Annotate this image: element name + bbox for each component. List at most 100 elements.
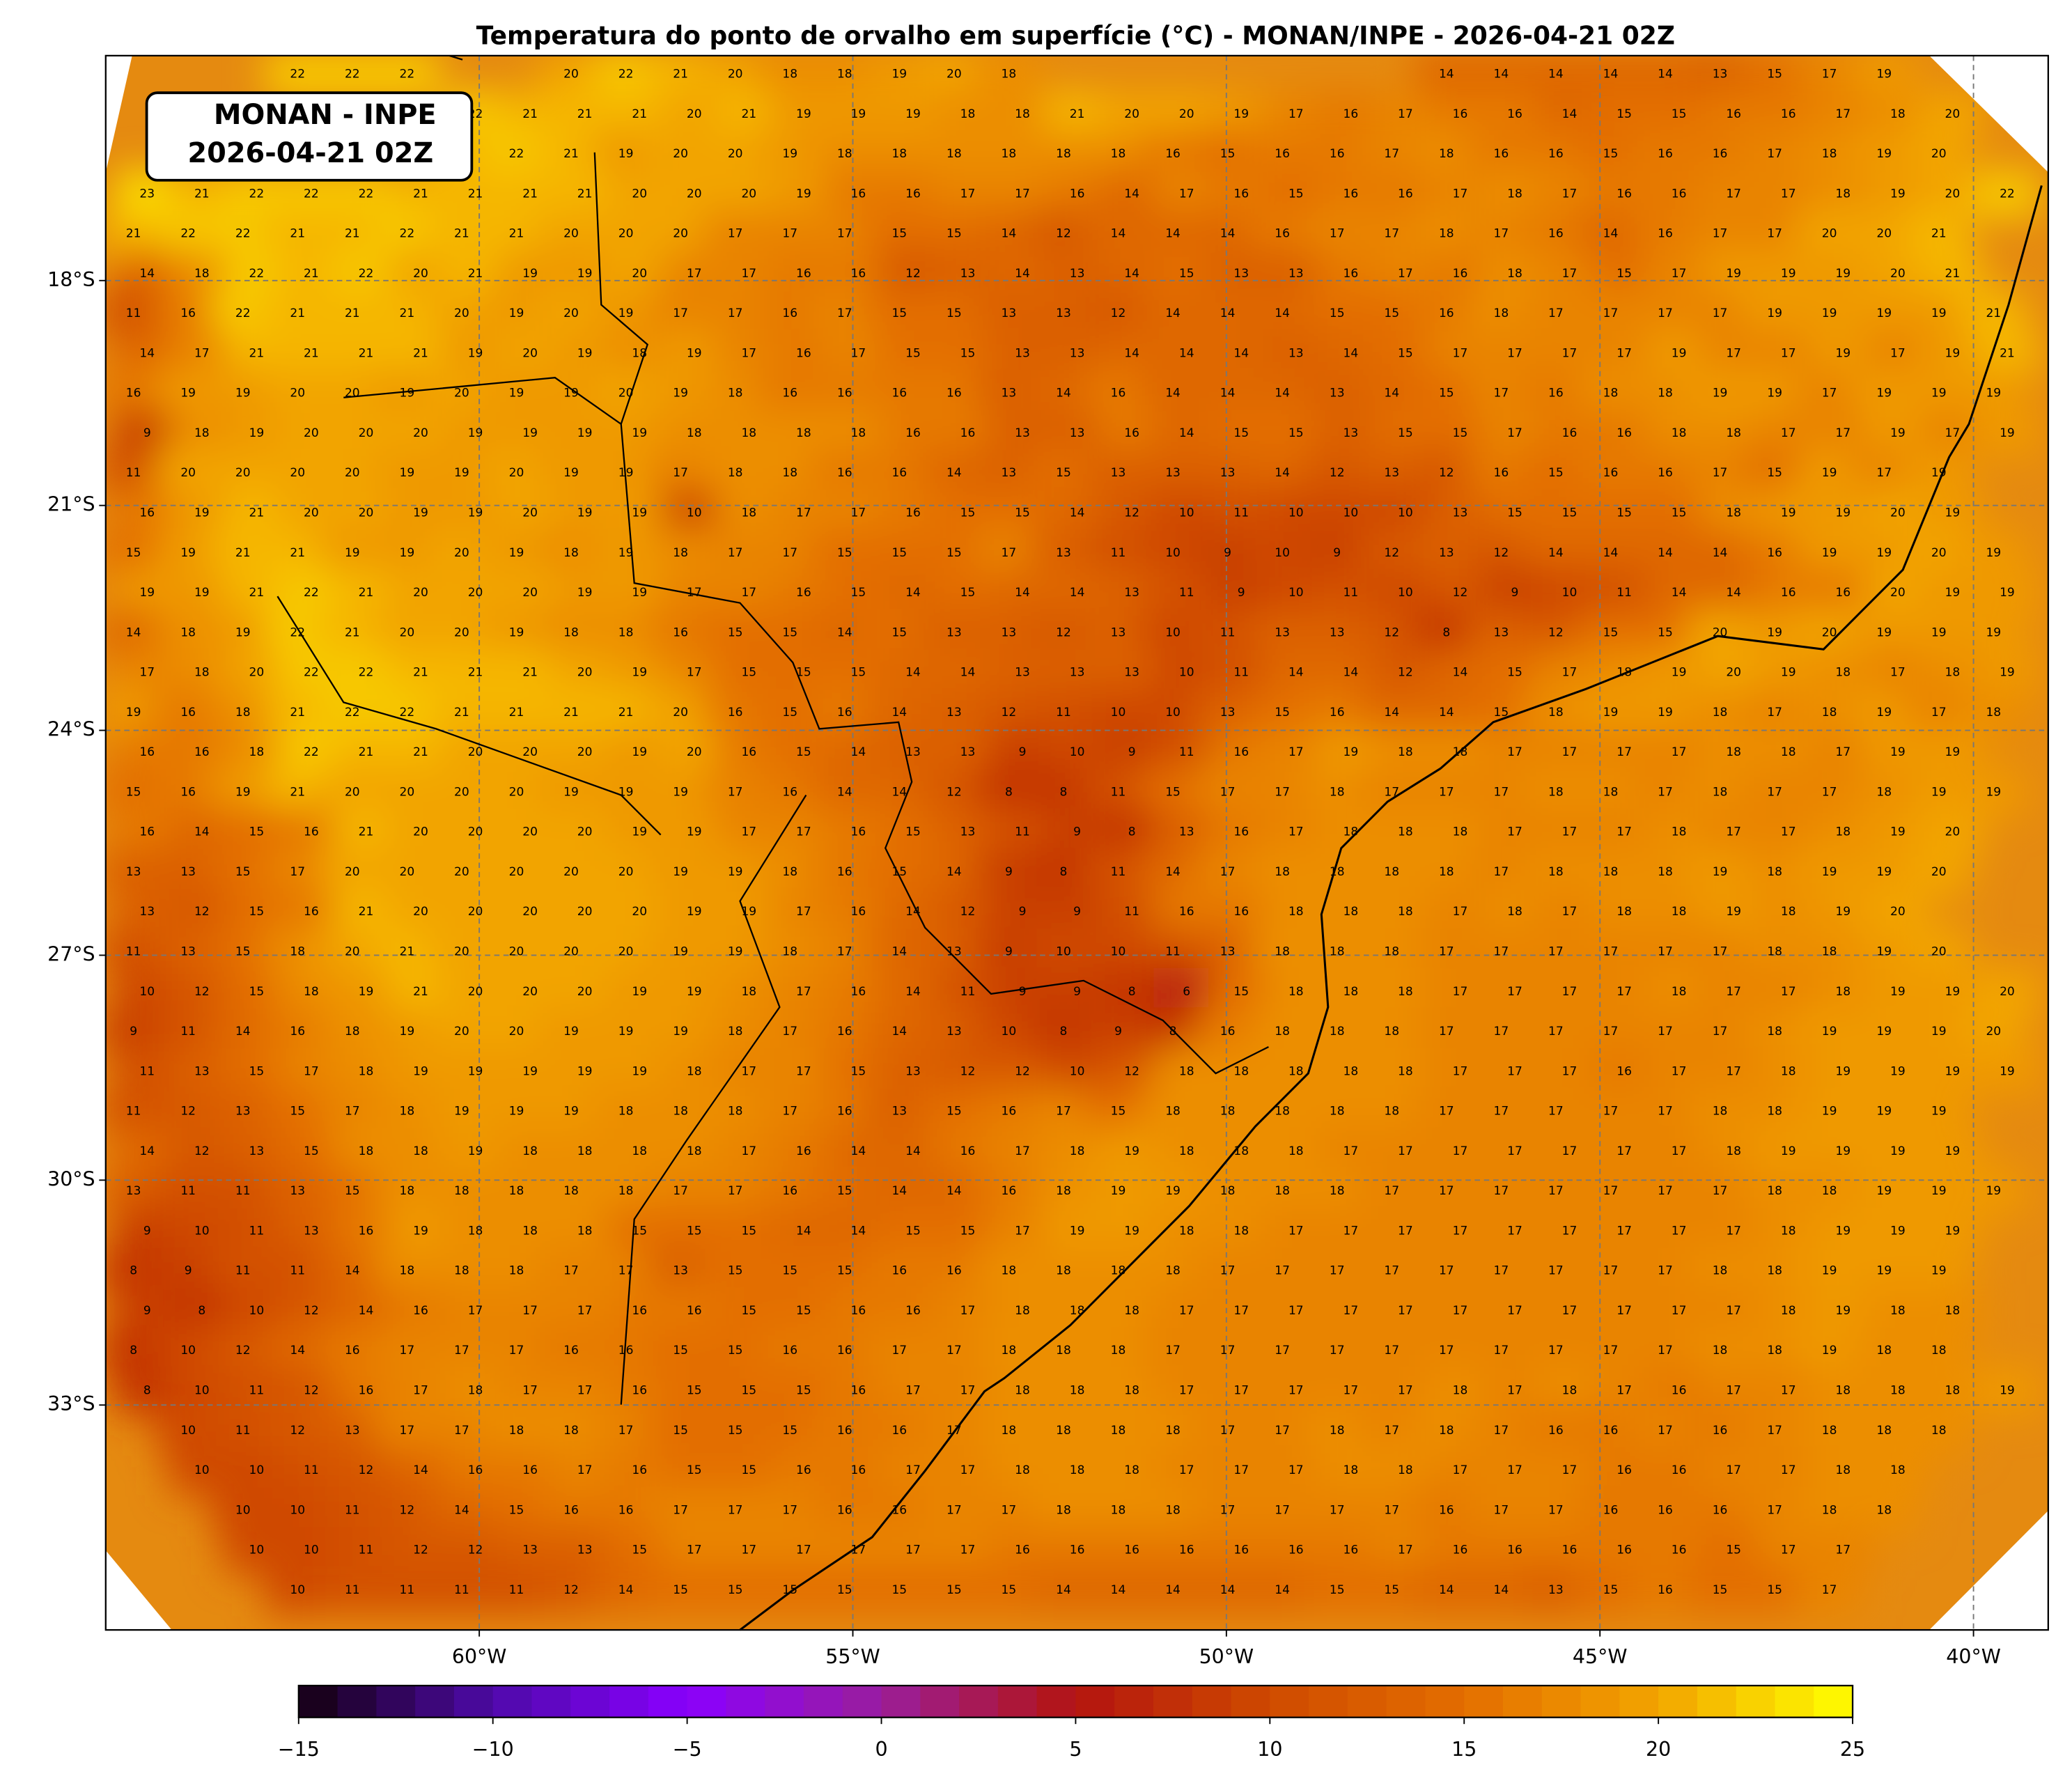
value-label: 18 <box>345 1025 360 1039</box>
value-label: 20 <box>290 466 305 480</box>
field-cell <box>1687 688 1753 737</box>
value-label: 9 <box>1224 546 1231 560</box>
colorbar-band <box>1619 1686 1660 1718</box>
value-label: 18 <box>1398 825 1413 839</box>
value-label: 21 <box>454 706 469 720</box>
value-label: 17 <box>905 1543 921 1557</box>
value-label: 15 <box>509 1503 524 1517</box>
value-label: 21 <box>673 68 688 81</box>
value-label: 18 <box>687 426 702 440</box>
colorbar: −15 −10 −5 0 5 10 15 20 25 <box>278 1684 1865 1761</box>
value-label: 14 <box>345 1264 360 1278</box>
value-label: 13 <box>960 745 976 759</box>
value-label: 12 <box>1398 666 1413 680</box>
value-label: 17 <box>1439 785 1454 799</box>
value-label: 13 <box>947 706 962 720</box>
value-label: 19 <box>632 825 647 839</box>
value-label: 16 <box>1275 227 1290 241</box>
value-label: 19 <box>509 306 524 320</box>
value-label: 16 <box>1070 187 1085 201</box>
value-label: 17 <box>1548 306 1564 320</box>
value-label: 18 <box>1876 1424 1892 1438</box>
value-label: 19 <box>126 706 141 720</box>
value-label: 18 <box>782 466 797 480</box>
value-label: 16 <box>1453 107 1468 121</box>
value-label: 14 <box>947 1184 962 1198</box>
value-label: 16 <box>891 387 907 400</box>
value-label: 17 <box>1384 785 1399 799</box>
value-label: 20 <box>468 985 483 999</box>
value-label: 14 <box>905 905 921 919</box>
value-label: 10 <box>194 1463 210 1477</box>
value-label: 14 <box>851 745 866 759</box>
value-label: 18 <box>1002 1344 1017 1358</box>
value-label: 18 <box>1781 1064 1796 1078</box>
value-label: 20 <box>673 227 688 241</box>
value-label: 13 <box>139 905 155 919</box>
value-label: 20 <box>618 227 634 241</box>
value-label: 17 <box>796 1064 811 1078</box>
value-label: 18 <box>1111 1344 1126 1358</box>
value-label: 17 <box>1822 785 1837 799</box>
value-label: 11 <box>1220 625 1236 639</box>
value-label: 17 <box>1343 1383 1358 1397</box>
value-label: 18 <box>618 1105 634 1119</box>
value-label: 19 <box>1726 905 1741 919</box>
value-label: 18 <box>782 865 797 879</box>
value-label: 16 <box>180 306 196 320</box>
value-label: 21 <box>454 227 469 241</box>
value-label: 20 <box>1945 107 1961 121</box>
value-label: 17 <box>796 905 811 919</box>
value-label: 21 <box>359 825 374 839</box>
value-label: 14 <box>1165 227 1181 241</box>
value-label: 16 <box>905 187 921 201</box>
value-label: 16 <box>1494 466 1509 480</box>
field-cell <box>770 1207 836 1255</box>
value-label: 11 <box>1111 785 1126 799</box>
value-label: 13 <box>1056 546 1071 560</box>
value-label: 17 <box>1658 1344 1673 1358</box>
value-label: 15 <box>960 586 976 600</box>
value-label: 10 <box>1165 706 1181 720</box>
field-cell <box>1249 1007 1316 1056</box>
value-label: 19 <box>1822 306 1837 320</box>
value-label: 18 <box>1603 865 1619 879</box>
value-label: 19 <box>1876 68 1892 81</box>
value-label: 18 <box>1015 107 1030 121</box>
value-label: 17 <box>796 825 811 839</box>
value-label: 16 <box>1603 1424 1619 1438</box>
value-label: 19 <box>1124 1144 1139 1158</box>
value-label: 14 <box>1002 227 1017 241</box>
value-label: 16 <box>1672 187 1687 201</box>
value-label: 14 <box>960 666 976 680</box>
value-label: 14 <box>891 1184 907 1198</box>
value-label: 19 <box>728 865 743 879</box>
value-label: 10 <box>290 1583 305 1597</box>
value-label: 20 <box>413 426 428 440</box>
value-label: 16 <box>1111 387 1126 400</box>
value-label: 16 <box>304 825 319 839</box>
value-label: 19 <box>1876 865 1892 879</box>
value-label: 18 <box>468 1383 483 1397</box>
value-label: 16 <box>905 426 921 440</box>
value-label: 19 <box>1713 387 1728 400</box>
value-label: 17 <box>960 1383 976 1397</box>
value-label: 19 <box>1835 506 1851 520</box>
value-label: 21 <box>304 267 319 281</box>
value-label: 17 <box>905 1463 921 1477</box>
value-label: 18 <box>194 666 210 680</box>
value-label: 19 <box>509 546 524 560</box>
value-label: 18 <box>1822 1424 1837 1438</box>
value-label: 15 <box>905 825 921 839</box>
value-label: 15 <box>1603 1583 1619 1597</box>
value-label: 19 <box>632 506 647 520</box>
value-label: 17 <box>1507 1064 1522 1078</box>
value-label: 17 <box>1398 1224 1413 1238</box>
colorbar-band <box>1464 1686 1504 1718</box>
value-label: 17 <box>290 865 305 879</box>
value-label: 14 <box>1603 227 1619 241</box>
value-label: 15 <box>782 1424 797 1438</box>
value-label: 14 <box>1453 666 1468 680</box>
field-cell <box>607 967 673 1016</box>
value-label: 20 <box>509 1025 524 1039</box>
